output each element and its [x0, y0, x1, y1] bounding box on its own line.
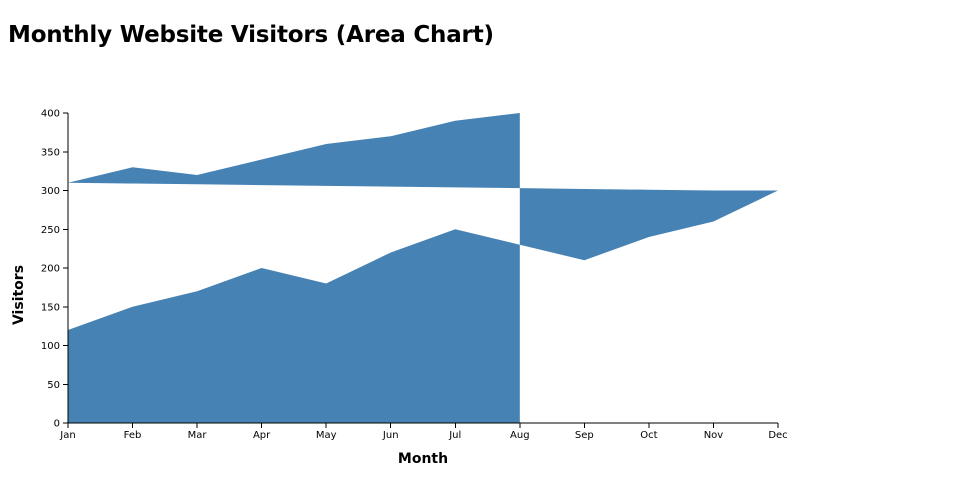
y-tick-label: 50: [47, 380, 60, 391]
y-tick-label: 300: [41, 186, 60, 197]
x-tick-label: May: [316, 430, 337, 441]
x-tick-label: Mar: [188, 430, 208, 441]
y-tick-label: 400: [41, 109, 60, 120]
x-tick-label: Oct: [640, 430, 657, 441]
x-tick-label: Jun: [382, 430, 399, 441]
x-tick-label: Nov: [704, 430, 724, 441]
y-tick-label: 100: [41, 341, 60, 352]
area-region-1: [68, 229, 520, 423]
areas-layer: [68, 113, 778, 423]
x-tick-label: Dec: [768, 430, 787, 441]
x-tick-label: Sep: [575, 430, 594, 441]
axes-layer: Jan Feb Mar Apr May Jun Jul Aug Sep Oct Nov Dec 0 50 1…: [41, 109, 788, 442]
chart-title: Monthly Website Visitors (Area Chart): [8, 22, 494, 48]
y-tick-label: 0: [54, 419, 60, 430]
y-tick-label: 350: [41, 147, 60, 158]
y-tick-label: 150: [41, 302, 60, 313]
y-tick-label: 250: [41, 225, 60, 236]
x-axis-label: Month: [398, 451, 448, 467]
y-axis-label: Visitors: [11, 265, 27, 325]
x-tick-label: Jan: [59, 430, 75, 441]
area-region-2: [68, 113, 520, 189]
area-region-3: [519, 188, 778, 261]
x-tick-label: Apr: [253, 430, 271, 441]
y-tick-label: 200: [41, 264, 60, 275]
x-tick-label: Aug: [510, 430, 530, 441]
x-tick-label: Jul: [448, 430, 461, 441]
x-tick-label: Feb: [124, 430, 142, 441]
